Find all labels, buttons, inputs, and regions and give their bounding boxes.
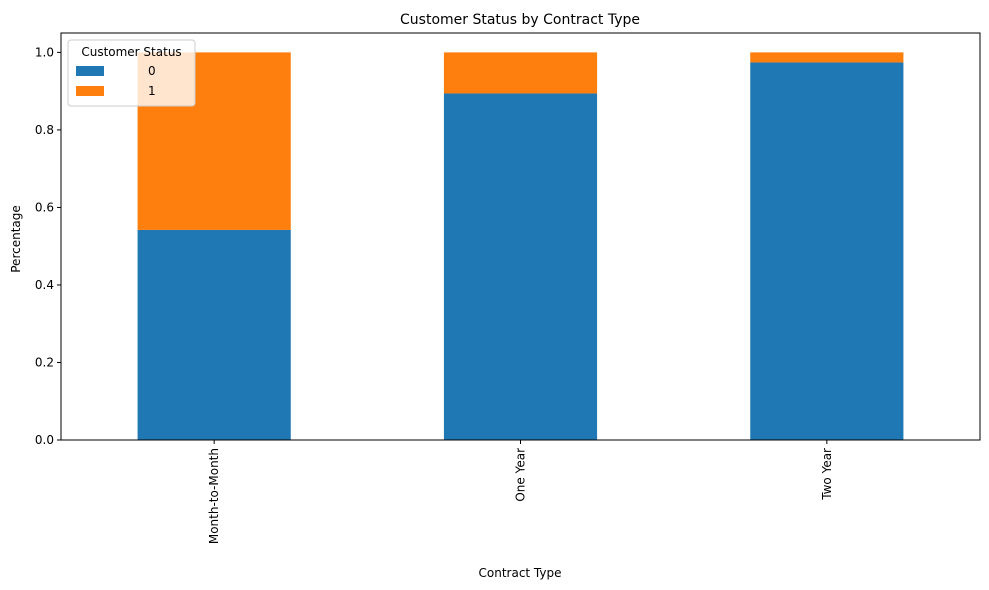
y-tick-label: 0.4	[35, 278, 54, 292]
bar-one-year-status-0	[443, 93, 598, 441]
bars-layer	[137, 52, 904, 441]
bar-two-year-status-0	[750, 62, 904, 441]
legend-label-1: 1	[148, 84, 156, 98]
y-tick-label: 0.2	[35, 355, 54, 369]
chart-title: Customer Status by Contract Type	[400, 12, 640, 28]
y-tick-label: 0.8	[35, 123, 54, 137]
legend-swatch-1	[76, 86, 104, 96]
plot-frame	[60, 32, 981, 441]
y-axis-title: Percentage	[9, 205, 23, 273]
x-tick-label: One Year	[514, 448, 528, 502]
x-tick-label: Month-to-Month	[207, 448, 221, 544]
y-tick-label: 0.0	[35, 433, 54, 447]
legend: Customer Status 0 1	[67, 39, 196, 107]
bar-two-year-status-1	[750, 52, 904, 63]
bar-one-year-status-1	[443, 52, 598, 94]
x-tick-label: Two Year	[820, 448, 834, 501]
y-axis: 0.0 0.2 0.4 0.6 0.8 1.0	[35, 45, 61, 447]
y-tick-label: 0.6	[35, 200, 54, 214]
legend-label-0: 0	[148, 64, 156, 78]
bar-month-to-month-status-0	[137, 229, 291, 440]
y-tick-label: 1.0	[35, 45, 54, 59]
x-axis: Month-to-Month One Year Two Year	[207, 440, 834, 544]
legend-swatch-0	[76, 66, 104, 76]
x-axis-title: Contract Type	[479, 566, 562, 580]
legend-title: Customer Status	[81, 45, 181, 59]
